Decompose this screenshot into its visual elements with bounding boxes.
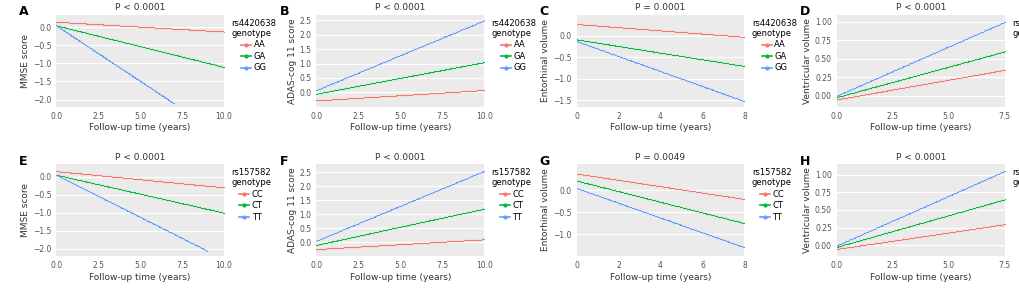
X-axis label: Follow-up time (years): Follow-up time (years) <box>869 123 970 132</box>
Y-axis label: Ventricular volume: Ventricular volume <box>802 18 811 104</box>
Title: P < 0.0001: P < 0.0001 <box>115 153 165 162</box>
X-axis label: Follow-up time (years): Follow-up time (years) <box>90 123 191 132</box>
Text: A: A <box>19 5 29 18</box>
X-axis label: Follow-up time (years): Follow-up time (years) <box>350 123 450 132</box>
Y-axis label: ADAS-cog 11 score: ADAS-cog 11 score <box>287 167 297 253</box>
Y-axis label: MMSE score: MMSE score <box>21 34 30 88</box>
Legend: AA, GA, GG: AA, GA, GG <box>229 17 278 74</box>
Text: C: C <box>539 5 548 18</box>
Title: P < 0.0001: P < 0.0001 <box>115 3 165 13</box>
Text: E: E <box>19 155 28 168</box>
Y-axis label: MMSE score: MMSE score <box>21 183 30 237</box>
X-axis label: Follow-up time (years): Follow-up time (years) <box>869 273 970 282</box>
Y-axis label: ADAS-cog 11 score: ADAS-cog 11 score <box>287 18 297 104</box>
Legend: AA, GA, GG: AA, GA, GG <box>1010 17 1019 74</box>
Title: P < 0.0001: P < 0.0001 <box>895 153 945 162</box>
X-axis label: Follow-up time (years): Follow-up time (years) <box>609 123 710 132</box>
Legend: CC, CT, TT: CC, CT, TT <box>1010 166 1019 223</box>
Y-axis label: Ventricular volume: Ventricular volume <box>802 167 811 253</box>
Y-axis label: Entorhinal volume: Entorhinal volume <box>541 168 550 251</box>
Text: H: H <box>799 155 809 168</box>
X-axis label: Follow-up time (years): Follow-up time (years) <box>350 273 450 282</box>
X-axis label: Follow-up time (years): Follow-up time (years) <box>90 273 191 282</box>
Text: G: G <box>539 155 549 168</box>
Title: P < 0.0001: P < 0.0001 <box>375 3 425 13</box>
Title: P < 0.0001: P < 0.0001 <box>375 153 425 162</box>
Title: P < 0.0001: P < 0.0001 <box>895 3 945 13</box>
Text: D: D <box>799 5 809 18</box>
Legend: AA, GA, GG: AA, GA, GG <box>489 17 538 74</box>
Legend: CC, CT, TT: CC, CT, TT <box>750 166 793 223</box>
Legend: AA, GA, GG: AA, GA, GG <box>750 17 798 74</box>
Text: B: B <box>279 5 288 18</box>
Legend: CC, CT, TT: CC, CT, TT <box>489 166 533 223</box>
Title: P = 0.0001: P = 0.0001 <box>635 3 685 13</box>
Y-axis label: Entorhinal volume: Entorhinal volume <box>541 19 550 102</box>
Text: F: F <box>279 155 287 168</box>
Legend: CC, CT, TT: CC, CT, TT <box>229 166 273 223</box>
X-axis label: Follow-up time (years): Follow-up time (years) <box>609 273 710 282</box>
Title: P = 0.0049: P = 0.0049 <box>635 153 685 162</box>
